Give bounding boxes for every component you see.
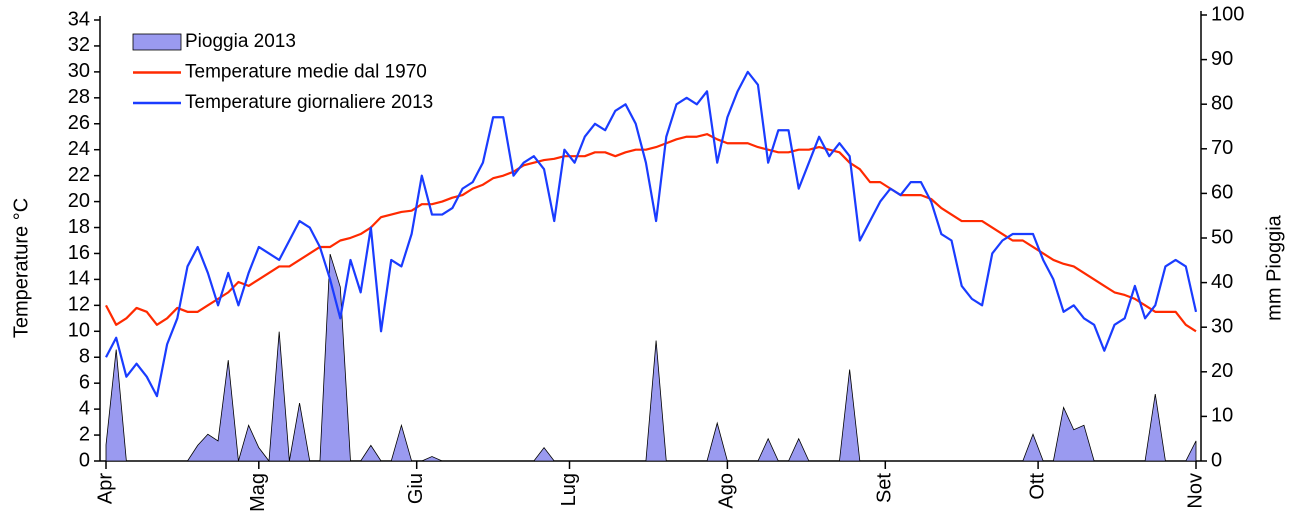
temperature-line — [105, 133, 1197, 333]
y-tick-label: 34 — [68, 8, 90, 30]
y2-tick-label: 80 — [1211, 92, 1233, 114]
y-tick-label: 0 — [79, 449, 90, 471]
rain-area — [105, 253, 1197, 463]
x-tick-label: Mag — [247, 473, 269, 512]
y2-tick-label: 10 — [1211, 405, 1233, 427]
temperature-line — [105, 70, 1198, 398]
y2-tick-label: 30 — [1211, 315, 1233, 337]
y-tick-label: 10 — [68, 320, 90, 342]
x-tick-label: Giu — [405, 473, 427, 504]
x-tick-label: Ago — [716, 473, 738, 509]
y2-tick-label: 90 — [1211, 48, 1233, 70]
legend-label: Temperature medie dal 1970 — [185, 62, 427, 83]
y-tick-label: 30 — [68, 60, 90, 82]
y2-tick-label: 50 — [1211, 226, 1233, 248]
y2-tick-label: 20 — [1211, 360, 1233, 382]
y-axis-label: Temperature °C — [10, 198, 32, 338]
y-tick-label: 12 — [68, 294, 90, 316]
y2-tick-label: 40 — [1211, 271, 1233, 293]
x-tick-label: Lug — [558, 473, 580, 506]
y2-tick-label: 70 — [1211, 137, 1233, 159]
y-tick-label: 4 — [79, 397, 90, 419]
y-tick-label: 28 — [68, 86, 90, 108]
y-tick-label: 16 — [68, 242, 90, 264]
y2-tick-label: 60 — [1211, 182, 1233, 204]
y-tick-label: 26 — [68, 112, 90, 134]
y2-tick-label: 0 — [1211, 449, 1222, 471]
y-tick-label: 2 — [79, 423, 90, 445]
legend-label: Pioggia 2013 — [185, 31, 296, 52]
y-tick-label: 22 — [68, 164, 90, 186]
y-tick-label: 8 — [79, 346, 90, 368]
legend-swatch — [132, 33, 182, 51]
x-tick-label: Set — [874, 473, 896, 503]
y2-tick-label: 100 — [1211, 3, 1244, 25]
y2-axis-label: mm Pioggia — [1263, 214, 1285, 320]
y-tick-label: 18 — [68, 216, 90, 238]
y-tick-label: 24 — [68, 138, 90, 160]
y-tick-label: 32 — [68, 34, 90, 56]
y-tick-label: 6 — [79, 371, 90, 393]
x-tick-label: Ott — [1026, 473, 1048, 500]
y-tick-label: 20 — [68, 190, 90, 212]
legend-label: Temperature giornaliere 2013 — [185, 92, 433, 113]
x-tick-label: Apr — [94, 473, 116, 504]
y-tick-label: 14 — [68, 268, 90, 290]
x-tick-label: Nov — [1184, 473, 1206, 509]
